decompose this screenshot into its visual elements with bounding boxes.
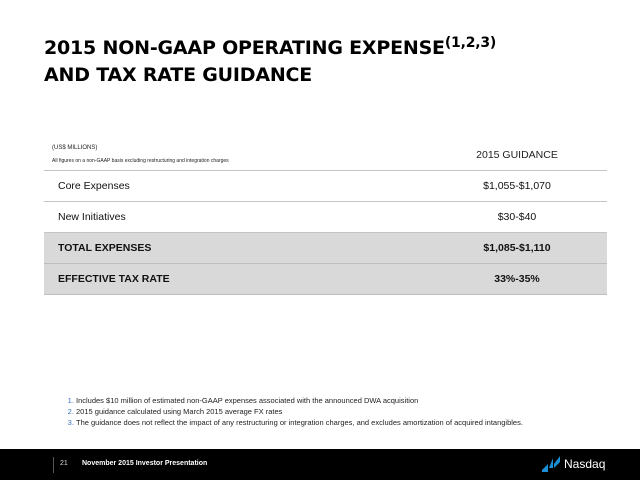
logo-text: Nasdaq <box>564 457 606 471</box>
footnote-1: Includes $10 million of estimated non-GA… <box>76 395 526 406</box>
footnotes-list: Includes $10 million of estimated non-GA… <box>60 395 526 428</box>
table-row-tax-rate: EFFECTIVE TAX RATE 33%-35% <box>44 264 607 295</box>
row-value: $1,085-$1,110 <box>483 242 551 254</box>
table-header: (US$ MILLIONS) All figures on a non-GAAP… <box>44 138 607 171</box>
units-label: (US$ MILLIONS) <box>52 145 98 151</box>
column-header-guidance: 2015 GUIDANCE <box>476 149 558 161</box>
row-value: $1,055-$1,070 <box>483 180 551 192</box>
title-superscript: (1,2,3) <box>444 35 497 51</box>
row-value: $30-$40 <box>497 211 537 223</box>
footer-divider <box>53 457 54 473</box>
table-row-total: TOTAL EXPENSES $1,085-$1,110 <box>44 233 607 264</box>
footer-presentation-title: November 2015 Investor Presentation <box>82 460 208 467</box>
row-label: New Initiatives <box>58 211 126 223</box>
footnote-3: The guidance does not reflect the impact… <box>76 417 526 428</box>
row-label: EFFECTIVE TAX RATE <box>58 273 170 285</box>
nasdaq-logo-icon <box>542 456 560 472</box>
row-label: Core Expenses <box>58 180 130 192</box>
title-line-1: 2015 NON-GAAP OPERATING EXPENSE <box>44 37 445 59</box>
basis-note: All figures on a non-GAAP basis excludin… <box>52 158 229 164</box>
nasdaq-logo: Nasdaq <box>540 454 620 474</box>
table-row: Core Expenses $1,055-$1,070 <box>44 171 607 202</box>
footnote-2: 2015 guidance calculated using March 201… <box>76 406 526 417</box>
page-number: 21 <box>60 460 68 467</box>
table-row: New Initiatives $30-$40 <box>44 202 607 233</box>
page-title: 2015 NON-GAAP OPERATING EXPENSE(1,2,3) A… <box>44 30 604 89</box>
row-value: 33%-35% <box>494 273 540 285</box>
footer-bar: 21 November 2015 Investor Presentation N… <box>0 449 640 480</box>
row-label: TOTAL EXPENSES <box>58 242 152 254</box>
guidance-table: (US$ MILLIONS) All figures on a non-GAAP… <box>44 138 607 295</box>
title-line-2: AND TAX RATE GUIDANCE <box>44 64 313 86</box>
